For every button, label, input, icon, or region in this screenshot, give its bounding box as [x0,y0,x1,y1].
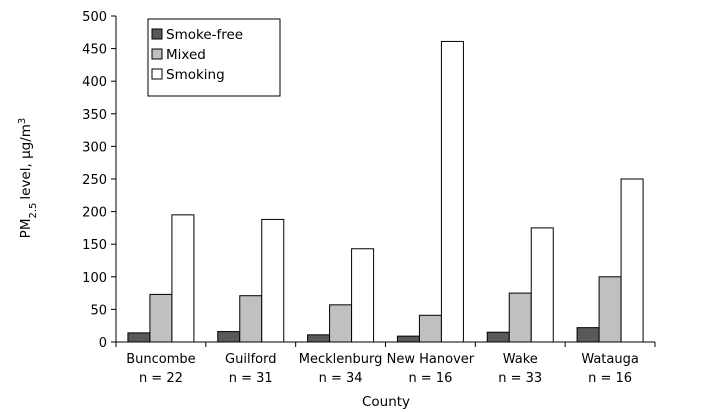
bar-mecklenburg-smoking [351,248,375,343]
legend-swatch-smoke-free [151,28,163,40]
y-tick-label: 300 [82,140,107,155]
x-tick-count-label: n = 16 [588,371,632,386]
bar-guilford-mixed [239,295,263,343]
bar-mecklenburg-smoke-free [307,334,331,343]
bar-mecklenburg-mixed [329,304,353,343]
bar-watauga-smoke-free [576,327,600,343]
bar-new-hanover-mixed [418,314,442,343]
y-tick-label: 100 [82,271,107,286]
x-tick-label: New Hanover [387,352,475,367]
bar-watauga-mixed [598,276,622,343]
y-tick-label: 350 [82,108,107,123]
bar-wake-smoking [530,227,554,343]
bar-buncombe-mixed [149,293,173,343]
legend-label-smoking: Smoking [166,67,225,83]
x-tick-count-label: n = 31 [229,371,273,386]
bar-guilford-smoke-free [217,331,241,343]
bar-new-hanover-smoking [440,40,464,343]
x-tick-label: Buncombe [126,352,195,367]
y-tick-label: 150 [82,238,107,253]
bar-wake-smoke-free [486,331,510,343]
y-tick-label: 400 [82,75,107,90]
x-tick-label: Guilford [225,352,276,367]
legend-box [147,18,281,97]
y-tick-label: 200 [82,206,107,221]
legend-label-mixed: Mixed [166,47,206,63]
x-tick-label: Wake [503,352,538,367]
x-tick-label: Watauga [581,352,639,367]
legend: Smoke-free Mixed Smoking [147,18,281,97]
y-tick-label: 50 [90,303,107,318]
y-tick-label: 450 [82,43,107,58]
x-tick-count-label: n = 34 [319,371,363,386]
legend-swatch-mixed [151,48,163,60]
bar-new-hanover-smoke-free [396,335,420,343]
x-axis-title: County [362,394,410,410]
y-tick-label: 250 [82,173,107,188]
legend-swatch-smoking [151,68,163,80]
y-tick-label: 500 [82,10,107,25]
y-axis-title: PM2.5level, µg/m3 [17,118,39,239]
bar-buncombe-smoking [171,214,195,343]
x-tick-label: Mecklenburg [299,352,383,367]
bar-wake-mixed [508,292,532,343]
bar-watauga-smoking [620,178,644,343]
legend-label-smoke-free: Smoke-free [166,27,243,43]
x-tick-count-label: n = 33 [498,371,542,386]
bar-buncombe-smoke-free [127,332,151,343]
y-tick-label: 0 [99,336,107,351]
x-tick-count-label: n = 16 [408,371,452,386]
bar-guilford-smoking [261,218,285,343]
x-tick-count-label: n = 22 [139,371,183,386]
plot-area: 0 50 100 150 200 250 300 350 400 450 500 Buncombe n … [82,10,656,386]
